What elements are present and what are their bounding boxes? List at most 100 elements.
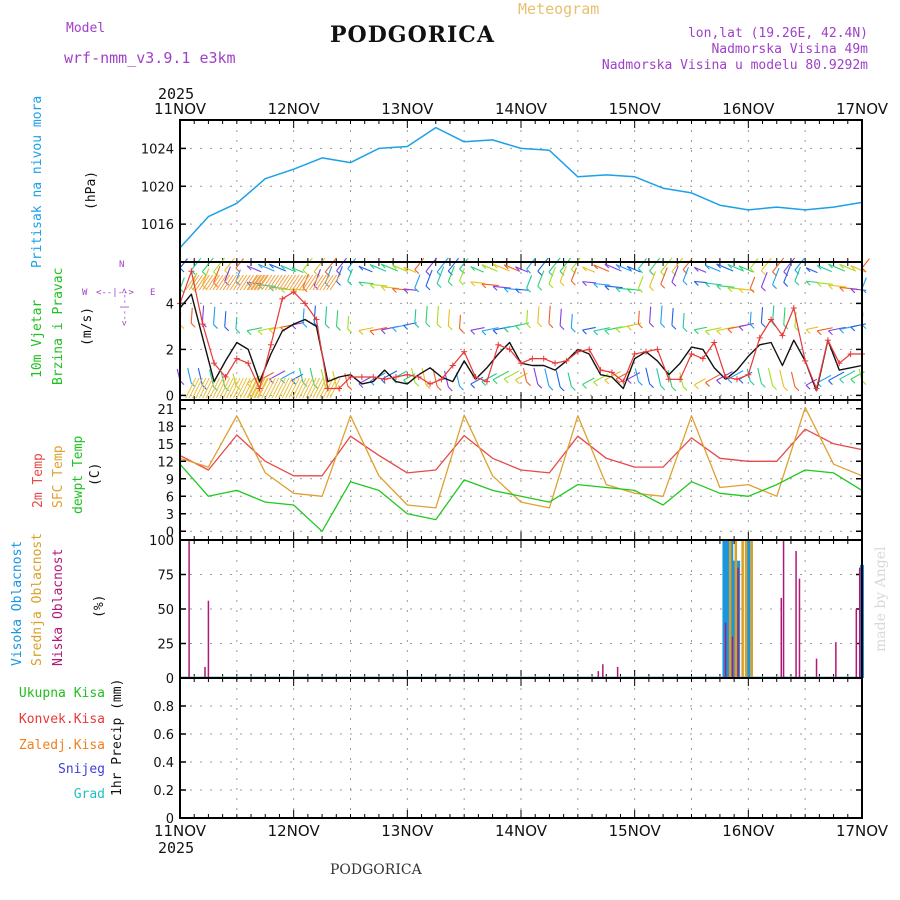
wind-hatch — [219, 377, 231, 399]
wind-barb — [570, 267, 577, 286]
wind-avg-marker — [620, 378, 627, 385]
wind-barb-shaft — [817, 327, 833, 332]
wind-barb — [492, 370, 510, 385]
wind-hatch — [326, 274, 338, 291]
wind-barb — [392, 287, 409, 293]
wind-barb-shaft — [470, 281, 485, 284]
wind-barb — [850, 323, 867, 332]
wind-barb-head — [693, 384, 699, 390]
wind-barb — [302, 308, 308, 328]
wind-barb-shaft — [716, 371, 733, 381]
wind-barb-shaft — [235, 316, 238, 330]
wind-barb-shaft — [369, 263, 387, 272]
wind-barb — [816, 327, 833, 336]
wind-hatch — [212, 274, 224, 291]
wind-barb — [358, 265, 373, 273]
wind-barb-shaft — [213, 265, 221, 283]
wind-avg-marker — [483, 378, 490, 385]
wind-barb-shaft — [481, 283, 499, 287]
wind-barb-head — [850, 288, 856, 294]
wind-avg-marker — [722, 374, 729, 380]
cloud-low-bar — [835, 642, 837, 678]
wind-barb-shaft — [634, 368, 639, 382]
wind-avg-marker — [449, 362, 456, 369]
wind-barb — [682, 257, 693, 275]
wind-barb-head — [425, 384, 431, 389]
wind-barb — [335, 310, 341, 331]
wind-barb-head — [403, 266, 408, 272]
wind-barb-shaft — [447, 309, 451, 327]
wind-hatch — [278, 274, 290, 291]
wind-barb — [660, 305, 666, 328]
wind-barb-shaft — [817, 282, 833, 285]
wind-barb-shaft — [425, 305, 428, 324]
wind-barb-shaft — [235, 258, 244, 269]
wind-barb — [839, 325, 858, 334]
wind-hatch — [198, 377, 210, 399]
wind-barb-head — [246, 330, 252, 336]
wind-barb-shaft — [458, 314, 462, 329]
wind-hatch — [229, 377, 241, 399]
wind-barb-head — [649, 383, 654, 389]
wind-barb — [235, 316, 241, 334]
wind-barb-head — [794, 386, 800, 392]
wind-barb-head — [492, 379, 498, 385]
wind-hatch — [275, 274, 286, 291]
wind-barb-head — [604, 263, 610, 269]
wind-barb — [567, 372, 576, 391]
wind-avg-marker — [790, 305, 797, 311]
compass-e: E — [150, 288, 156, 298]
wind-barb-head — [727, 287, 733, 293]
wind-barb — [380, 263, 398, 272]
compass-w: W — [82, 288, 88, 298]
wind-barb — [324, 257, 337, 277]
wind-barb-shaft — [570, 258, 581, 270]
x-tick-label-bottom: 11NOV — [154, 822, 207, 840]
wind-barb — [783, 257, 796, 277]
wind-avg-marker — [370, 374, 377, 380]
wind-barb — [403, 288, 417, 294]
wind-barb-shaft — [705, 374, 720, 383]
wind-barb-head — [593, 381, 599, 387]
wind-barb-head — [727, 328, 733, 334]
cloud-low-bar — [795, 551, 797, 678]
wind-barb-head — [235, 328, 241, 334]
wind-barb-shaft — [567, 372, 572, 387]
wind-barb-shaft — [694, 280, 708, 284]
wind-barb-shaft — [503, 370, 520, 380]
wind-barb-shaft — [760, 307, 764, 324]
wind-barb — [790, 371, 800, 392]
wind-barb-head — [816, 265, 822, 270]
precip-label-hail: Grad — [73, 787, 105, 802]
wind-barb-head — [828, 263, 833, 269]
wind-hatch — [247, 274, 259, 291]
wind-hatch — [233, 274, 244, 291]
wind-barb-head — [738, 288, 744, 294]
wind-barb-head — [593, 283, 599, 288]
wind-barb — [201, 257, 214, 277]
wind-avg-marker — [427, 380, 434, 387]
wind-barb-shaft — [694, 326, 708, 331]
wind-barb-head — [503, 264, 509, 270]
wind-hatch — [305, 377, 317, 399]
y-tick-label: 6 — [166, 490, 174, 505]
wind-barb — [705, 327, 722, 336]
wind-barb-shaft — [347, 315, 350, 329]
wind-avg-marker — [836, 360, 843, 367]
wind-barb — [582, 266, 596, 273]
wind-barb — [637, 258, 648, 274]
wind-barb-shaft — [436, 257, 449, 273]
wind-barb — [421, 367, 431, 389]
wind-hatch — [246, 274, 258, 291]
x-tick-label-bottom: 12NOV — [268, 822, 321, 840]
wind-barb-head — [749, 380, 755, 386]
wind-barb — [526, 258, 536, 274]
wind-barb — [828, 284, 847, 290]
model-altitude-label: Nadmorska Visina u modelu 80.9292m — [601, 58, 868, 73]
wind-barb-head — [403, 324, 408, 330]
wind-avg-marker — [211, 360, 218, 367]
wind-barb — [772, 257, 785, 277]
wind-barb — [190, 307, 196, 328]
wind-barb — [749, 276, 756, 294]
y-tick-label: 0 — [166, 812, 174, 827]
